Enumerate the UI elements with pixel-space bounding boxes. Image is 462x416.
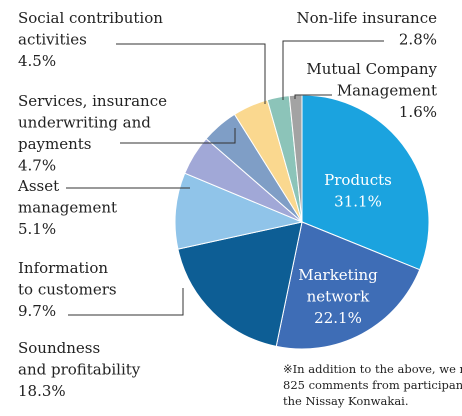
pie xyxy=(174,94,430,350)
slice-label: Mutual Company Management xyxy=(306,60,437,100)
slice-label: Services, insurance underwriting and payme… xyxy=(18,92,167,153)
slice-label: Soundness and profitability xyxy=(18,339,141,379)
value-label: 31.1% xyxy=(334,193,382,211)
value-label: 2.8% xyxy=(399,31,437,49)
value-label: 4.5% xyxy=(18,52,56,70)
slice-label: Non-life insurance xyxy=(296,9,437,27)
slice-label: Products xyxy=(324,171,392,189)
slice xyxy=(275,221,421,350)
slice-label: Information to customers xyxy=(18,259,117,299)
slice-label: Marketing network xyxy=(298,266,378,306)
leader-line xyxy=(68,288,184,316)
leader-line xyxy=(294,94,332,99)
footnote: ※In addition to the above, we received82… xyxy=(283,362,462,408)
value-label: 1.6% xyxy=(399,103,437,121)
value-label: 9.7% xyxy=(18,302,56,320)
slice-label: Social contribution activities xyxy=(18,9,163,49)
value-label: 4.7% xyxy=(18,157,56,175)
value-label: 18.3% xyxy=(18,382,66,400)
value-label: 22.1% xyxy=(314,309,362,327)
leader-line xyxy=(116,43,266,104)
value-label: 5.1% xyxy=(18,220,56,238)
slice xyxy=(174,172,304,250)
labels: Products 31.1% Marketing network 22.1% Soundn… xyxy=(17,9,462,408)
slice xyxy=(177,221,303,347)
slice-label: Asset management xyxy=(17,177,117,217)
slice xyxy=(301,94,430,271)
leader-line xyxy=(120,128,236,144)
leader-line xyxy=(282,40,384,100)
